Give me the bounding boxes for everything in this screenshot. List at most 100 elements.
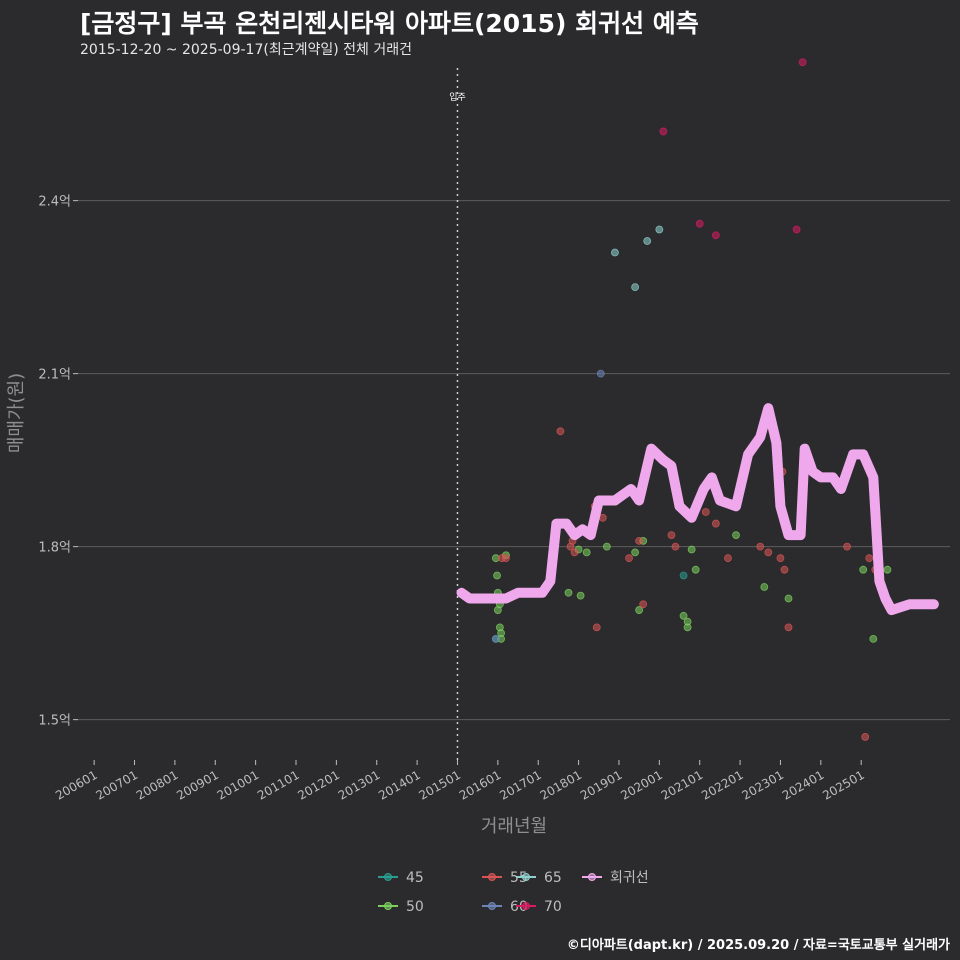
point-55-17 [756, 542, 765, 551]
y-tick-label-1: 1.8억 [38, 541, 71, 556]
y-tick-label-0: 1.5억 [38, 714, 71, 729]
legend-swatch-dot-45 [384, 873, 392, 881]
point-45-1 [679, 571, 688, 580]
legend-swatch-dot-55 [488, 873, 496, 881]
y-tick-label-3: 2.4억 [38, 195, 71, 210]
legend-item-50: 50 [378, 899, 424, 915]
point-50-15 [635, 606, 644, 614]
x-tick-label-17: 202301 [739, 768, 786, 803]
point-70-0 [659, 127, 668, 136]
scatter-points [491, 58, 892, 741]
regression-path [456, 403, 939, 616]
point-55-20 [776, 554, 785, 563]
point-70-2 [711, 231, 720, 240]
point-55-16 [724, 554, 732, 563]
credit-line: ©디아파트(dapt.kr) / 2025.09.20 / 자료=국토교통부 실… [566, 938, 950, 953]
point-70-3 [798, 58, 807, 67]
x-tick-label-8: 201401 [376, 768, 423, 803]
chart-title: [금정구] 부곡 온천리젠시타워 아파트(2015) 회귀선 예측 [80, 9, 699, 38]
x-tick-label-7: 201301 [336, 768, 383, 803]
point-55-29 [784, 623, 793, 632]
legend-item-45: 45 [378, 870, 424, 886]
move-in-annotation: 입주 [449, 68, 466, 760]
x-tick-label-19: 202501 [820, 768, 867, 803]
x-tick-label-13: 201901 [578, 768, 625, 803]
x-tick-label-5: 201101 [255, 768, 302, 803]
point-50-12 [582, 548, 591, 557]
point-50-27 [883, 565, 892, 574]
point-50-23 [760, 583, 769, 591]
y-axis-ticks: 1.5억 1.8억 2.1억 2.4억 [38, 195, 78, 729]
point-50-21 [691, 565, 700, 574]
point-50-17 [679, 611, 688, 620]
point-55-24 [865, 554, 874, 563]
legend-label-70: 70 [544, 899, 562, 915]
x-tick-label-2: 200801 [134, 768, 181, 803]
point-55-21 [780, 565, 789, 574]
point-50-25 [859, 565, 868, 574]
point-55-27 [592, 623, 601, 632]
point-55-11 [671, 542, 680, 551]
point-55-10 [667, 531, 676, 539]
legend-item-70: 70 [516, 899, 562, 915]
point-50-1 [493, 571, 501, 580]
point-55-26 [556, 427, 565, 436]
point-65-0 [611, 248, 619, 257]
point-50-14 [631, 548, 640, 557]
point-55-8 [635, 536, 644, 545]
x-tick-label-4: 201001 [215, 768, 262, 803]
move-in-label: 입주 [449, 91, 466, 103]
point-55-7 [625, 554, 633, 563]
x-axis-title: 거래년월 [481, 816, 547, 837]
legend: 455565회귀선506070 [378, 870, 649, 915]
legend-label-45: 45 [406, 870, 424, 886]
point-50-11 [576, 591, 585, 600]
point-50-9 [564, 588, 573, 597]
point-55-4 [570, 548, 579, 557]
point-55-22 [843, 542, 851, 551]
x-tick-label-12: 201801 [538, 768, 585, 803]
x-tick-label-3: 200901 [174, 768, 221, 803]
x-tick-label-0: 200601 [53, 768, 100, 803]
point-60-0 [596, 369, 605, 378]
x-tick-label-18: 202401 [780, 768, 827, 803]
x-tick-label-10: 201601 [457, 768, 504, 803]
x-tick-label-16: 202201 [699, 768, 746, 803]
x-tick-label-14: 202001 [618, 768, 665, 803]
point-65-3 [643, 237, 652, 245]
point-50-24 [784, 594, 793, 603]
point-50-13 [602, 542, 611, 551]
x-tick-label-6: 201201 [295, 768, 342, 803]
x-tick-label-11: 201701 [497, 768, 544, 803]
legend-swatch-dot-70 [522, 902, 530, 910]
chart-subtitle: 2015-12-20 ~ 2025-09-17(최근계약일) 전체 거래건 [80, 42, 412, 58]
y-tick-label-2: 2.1억 [38, 368, 71, 383]
point-50-26 [869, 635, 878, 643]
x-tick-label-1: 200701 [94, 768, 141, 803]
point-70-1 [695, 219, 704, 228]
x-tick-label-15: 202101 [659, 768, 706, 803]
legend-swatch-dot-회귀선 [588, 873, 596, 881]
legend-swatch-dot-65 [522, 873, 530, 881]
point-65-1 [631, 283, 640, 292]
legend-label-회귀선: 회귀선 [610, 870, 649, 886]
x-tick-label-9: 201501 [417, 768, 464, 803]
legend-label-65: 65 [544, 870, 562, 886]
y-axis-title: 매매가(원) [6, 373, 27, 453]
x-axis-ticks: 2006012007012008012009012010012011012012… [53, 760, 867, 803]
legend-label-50: 50 [406, 899, 424, 915]
legend-swatch-dot-50 [384, 902, 392, 910]
point-55-12 [701, 508, 710, 516]
legend-swatch-dot-60 [488, 902, 496, 910]
point-70-4 [792, 225, 801, 234]
legend-item-65: 65 [516, 870, 562, 886]
point-60-1 [491, 635, 500, 643]
point-55-23 [861, 733, 870, 741]
point-50-20 [687, 545, 696, 554]
point-55-18 [764, 548, 773, 557]
point-65-2 [655, 225, 664, 234]
gridlines [78, 200, 950, 721]
legend-item-회귀선: 회귀선 [582, 870, 649, 886]
point-50-22 [732, 531, 740, 539]
